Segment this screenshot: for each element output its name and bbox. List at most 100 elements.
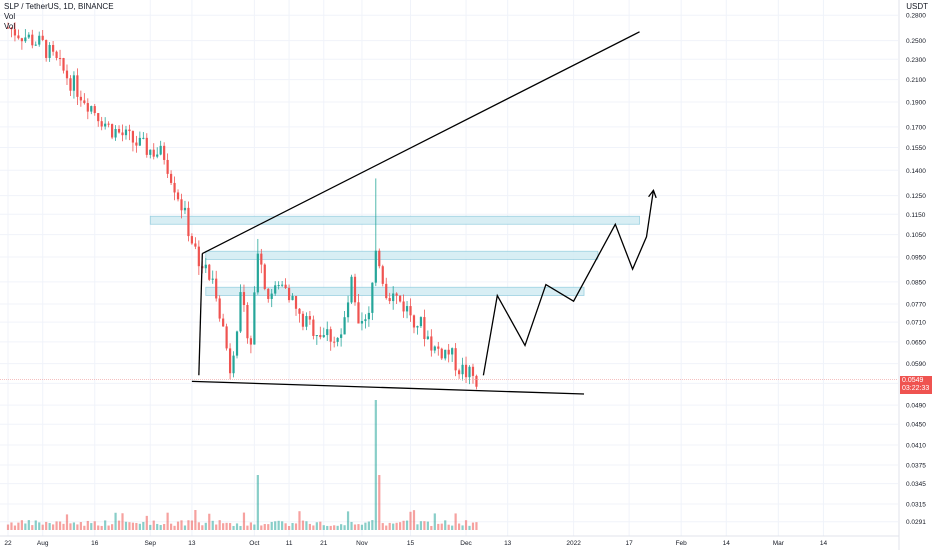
candle-body (225, 326, 228, 349)
volume-bar (222, 523, 225, 530)
price-tick-label: 0.2800 (906, 13, 926, 20)
candle-body (135, 142, 138, 146)
candle-body (357, 302, 360, 324)
volume-bar (65, 514, 69, 530)
volume-bar (6, 524, 10, 530)
volume-bar (121, 513, 124, 530)
volume-bar (79, 522, 82, 530)
candle-body (48, 44, 51, 58)
volume-bar (284, 523, 287, 530)
candle-body (239, 292, 242, 332)
volume-bar (232, 525, 235, 530)
price-tick-label: 0.2300 (906, 57, 926, 64)
price-tick-label: 0.0850 (906, 279, 926, 286)
candle-body (180, 199, 183, 211)
candle-body (471, 366, 475, 376)
candle-body (447, 349, 450, 355)
candle-body (10, 27, 13, 30)
volume-bar (76, 524, 79, 530)
candle-body (166, 159, 169, 174)
volume-bar (287, 525, 291, 530)
currency-label[interactable]: USDT (906, 2, 928, 11)
candle-body (13, 29, 17, 36)
volume-bar (111, 524, 114, 530)
price-tick-label: 0.0650 (906, 339, 926, 346)
candle-body (444, 349, 447, 359)
price-tick-label: 0.1700 (906, 124, 926, 131)
time-tick-label: Aug (37, 540, 49, 547)
volume-bar (190, 520, 194, 530)
volume-bar (381, 523, 384, 530)
volume-bar (402, 520, 405, 530)
volume-bar (156, 523, 159, 530)
candle-body (416, 326, 419, 328)
volume-bar (378, 475, 381, 530)
candle-body (322, 335, 325, 338)
volume-bar (83, 525, 86, 530)
candle-body (350, 276, 353, 303)
time-tick-label: Feb (676, 540, 688, 547)
candle-body (270, 293, 273, 299)
volume-bar (451, 525, 454, 530)
volume-bar (426, 521, 429, 530)
candle-body (208, 264, 211, 280)
price-tick-label: 0.1250 (906, 193, 926, 200)
time-tick-label: 13 (504, 540, 512, 547)
candle-body (176, 192, 180, 200)
candle-body (374, 250, 377, 283)
candle-body (305, 316, 308, 327)
volume-bar (308, 523, 311, 530)
candle-body (263, 264, 266, 289)
volume-bar (464, 520, 468, 530)
volume-bar (45, 521, 48, 530)
volume-bar (34, 520, 37, 530)
volume-bar (360, 524, 364, 530)
candle-body (409, 306, 412, 316)
volume-bar (364, 522, 367, 530)
volume-bar (242, 512, 246, 530)
candle-body (211, 278, 214, 280)
time-tick-label: Sep (144, 540, 156, 547)
candle-body (173, 182, 176, 193)
volume-bar (412, 510, 416, 530)
volume-bar (461, 525, 464, 530)
time-tick-label: Oct (249, 540, 259, 547)
volume-bar (385, 525, 388, 530)
volume-bar (423, 521, 426, 530)
candle-body (256, 253, 259, 293)
candle-body (190, 236, 194, 244)
candle-body (461, 364, 464, 375)
candle-body (187, 207, 190, 237)
candle-body (326, 329, 329, 336)
symbol-title[interactable]: SLP / TetherUS, 1D, BINANCE (4, 2, 114, 11)
volume-bar (301, 520, 305, 530)
volume-bar (447, 524, 450, 530)
volume-bar (409, 511, 412, 530)
volume-bar (20, 520, 23, 530)
time-tick-label: 11 (286, 540, 293, 547)
candle-body (437, 346, 440, 349)
candle-body (97, 113, 100, 122)
volume-bar (10, 522, 13, 530)
volume-bar (145, 515, 148, 530)
chart-legend: SLP / TetherUS, 1D, BINANCE Vol Vol (4, 2, 114, 32)
volume-bar (388, 522, 391, 530)
resistance-zone (205, 286, 585, 296)
candle-body (152, 149, 155, 157)
candle-body (6, 27, 10, 29)
candle-body (287, 288, 291, 301)
volume-bar (416, 524, 419, 530)
candle-body (333, 341, 336, 343)
trendline (202, 31, 640, 255)
candle-body (93, 106, 96, 114)
volume-bar (430, 525, 433, 530)
volume-bar (326, 525, 329, 530)
candle-body (31, 34, 34, 46)
candle-body (412, 315, 416, 328)
candle-body (235, 331, 239, 356)
volume-bar (218, 520, 221, 530)
volume-bar (267, 524, 270, 530)
volume-bar (166, 512, 169, 530)
